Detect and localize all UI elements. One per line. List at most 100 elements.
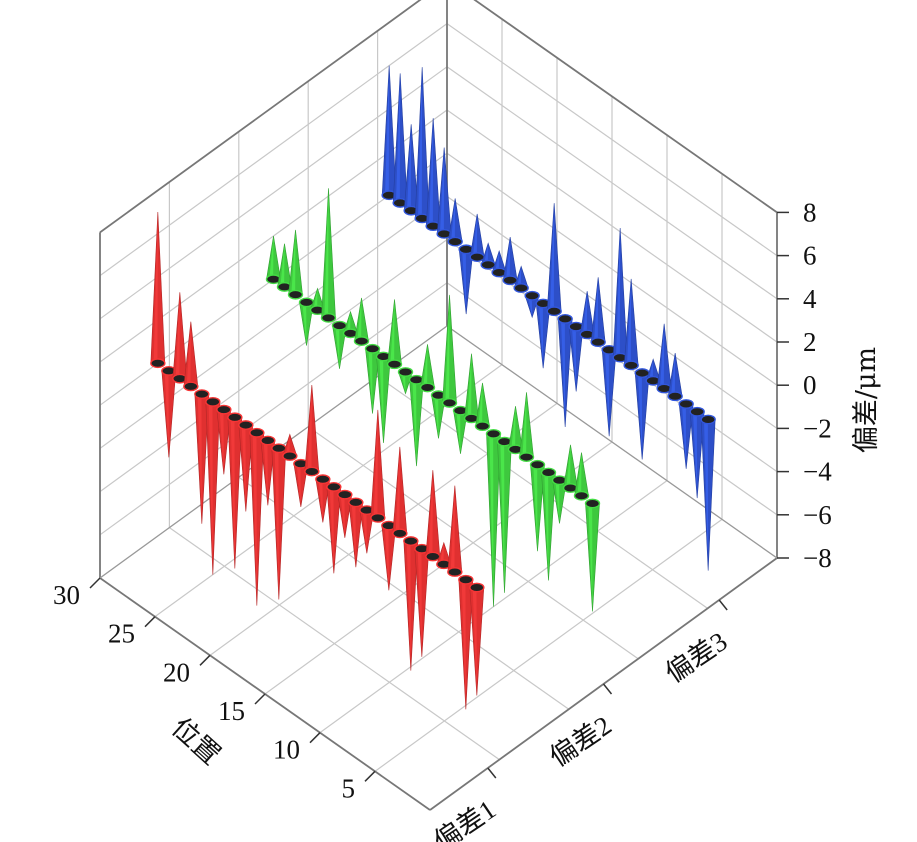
spike-highlight [604, 349, 610, 437]
spike-highlight [362, 510, 367, 554]
x-tick-mark [89, 577, 101, 589]
spike-highlight [423, 344, 428, 388]
spike-highlight [175, 292, 180, 379]
spike-highlight [450, 198, 456, 242]
spike [442, 294, 457, 404]
spike-base-marker [441, 398, 458, 408]
spike-base-marker [331, 320, 348, 331]
spike-highlight [670, 353, 676, 397]
spike-highlight [456, 410, 461, 454]
z-tick-label: 2 [803, 327, 817, 357]
spike-base-marker [287, 289, 304, 300]
data-spikes [150, 65, 716, 710]
spike [574, 452, 589, 497]
spike [381, 65, 397, 196]
spike-base-marker [227, 412, 243, 423]
axis-edge [446, 325, 778, 559]
x-tick-label: 15 [218, 696, 245, 726]
spike-base-marker [260, 435, 276, 446]
x-tick-label: 30 [53, 580, 80, 610]
spike-highlight [461, 579, 466, 710]
spike-base-marker [249, 427, 265, 438]
spike-base-marker [557, 314, 573, 324]
spike-base-marker [546, 306, 562, 317]
x-tick-mark [254, 693, 266, 705]
spike-base-marker [194, 389, 210, 400]
spike-highlight [489, 433, 494, 607]
spike-base-marker [469, 582, 485, 593]
spike [249, 432, 265, 606]
gridline [99, 239, 448, 493]
spike [414, 67, 430, 219]
spike [277, 243, 292, 288]
spike-highlight [445, 294, 450, 403]
series-3 [381, 65, 716, 571]
spike-highlight [417, 67, 423, 219]
spike-highlight [626, 278, 632, 366]
spike-base-marker [447, 236, 463, 247]
z-axis-title: 偏差/μm [851, 347, 882, 453]
spike-base-marker [298, 297, 315, 308]
spike-highlight [401, 372, 406, 394]
z-tick-label: 0 [803, 370, 817, 400]
x-tick-label: 5 [342, 773, 356, 803]
gridline [374, 518, 723, 772]
spike-highlight [219, 409, 224, 475]
spike-highlight [417, 548, 422, 657]
spike-highlight [335, 325, 340, 369]
spike-highlight [505, 237, 511, 281]
spike-base-marker [282, 451, 298, 461]
spike [590, 277, 606, 343]
spike-highlight [615, 228, 621, 358]
spike-highlight [357, 297, 362, 342]
spike [227, 417, 243, 569]
category-tick-label: 偏差1 [428, 794, 501, 842]
spike [656, 323, 672, 389]
spike-base-marker [634, 368, 650, 378]
spike [425, 470, 441, 557]
series-2 [265, 188, 601, 612]
spike-highlight [395, 73, 401, 203]
spike-highlight [588, 503, 593, 612]
spike-highlight [340, 494, 345, 538]
spike-base-marker [326, 482, 342, 492]
z-tick-label: 6 [803, 241, 817, 271]
z-tick-label: 8 [803, 197, 817, 227]
gridline [99, 282, 448, 536]
spike [612, 227, 628, 358]
spike-base-marker [474, 421, 491, 432]
spike [425, 118, 441, 227]
spike-highlight [373, 409, 378, 518]
spike-base-marker [364, 343, 381, 354]
spike-base-marker [667, 391, 683, 402]
spike-base-marker [320, 312, 337, 323]
spike-base-marker [425, 551, 441, 562]
spike-base-marker [540, 467, 557, 478]
spike [266, 235, 281, 280]
spike-highlight [472, 587, 477, 696]
spike-highlight [566, 444, 571, 488]
spike-base-marker [502, 275, 518, 286]
spike-base-marker [623, 360, 639, 371]
spike-highlight [208, 401, 213, 575]
spike-base-marker [403, 536, 419, 546]
spike-highlight [582, 291, 588, 335]
spike-highlight [428, 118, 434, 227]
spike-highlight [406, 541, 411, 671]
spike [420, 344, 435, 388]
spike-highlight [483, 243, 489, 265]
spike-base-marker [458, 574, 474, 585]
x-tick-mark [199, 654, 211, 666]
spike [519, 392, 534, 458]
x-tick-mark [144, 616, 156, 628]
gridline [99, 195, 448, 449]
spike-highlight [439, 147, 445, 234]
series-1 [150, 211, 485, 710]
spike [700, 419, 716, 571]
spike-highlight [384, 525, 389, 591]
spike-base-marker [353, 336, 370, 346]
spike [150, 211, 166, 364]
spike-highlight [577, 452, 582, 496]
spike [464, 353, 479, 419]
